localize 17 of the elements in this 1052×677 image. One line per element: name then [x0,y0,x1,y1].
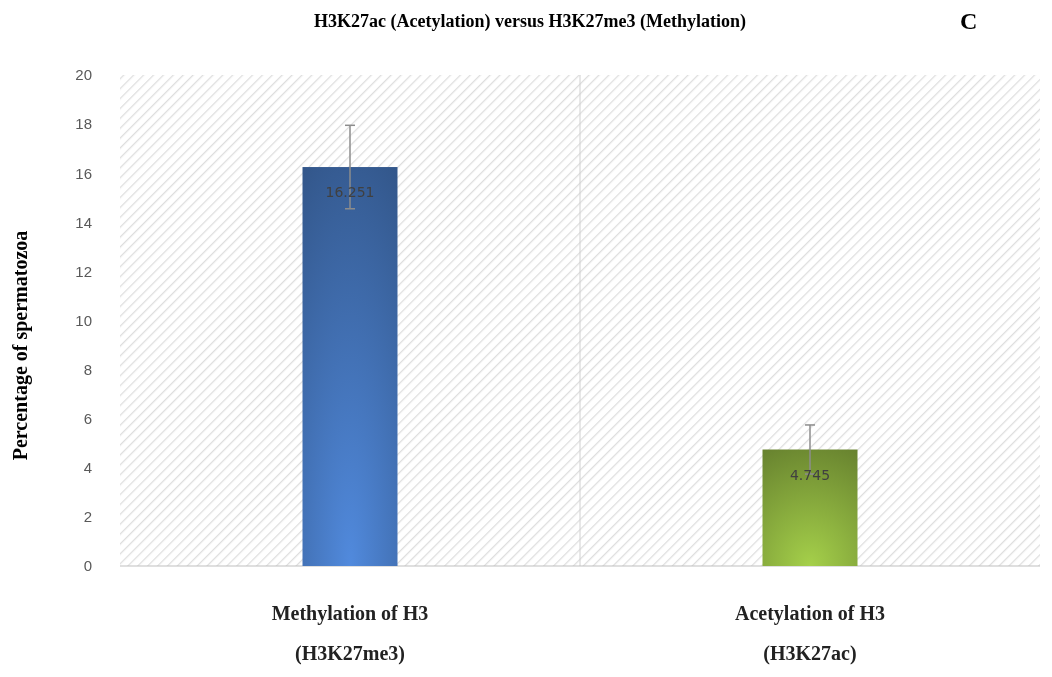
y-tick-label: 2 [83,508,92,526]
text: C [960,8,978,34]
y-tick-label: 0 [83,557,92,575]
x-tick-label: Acetylation of H3 (H3K27ac) [735,602,885,665]
y-tick-label: 12 [75,262,92,280]
y-axis-title: Percentage of spermatozoa [9,230,32,461]
y-tick-label: 10 [75,311,92,329]
y-tick-label: 20 [75,66,92,84]
data-label: 4.745 [789,466,831,483]
y-tick-label: 14 [75,213,92,231]
y-tick-label: 8 [83,360,92,378]
y-tick-label: 16 [75,164,92,182]
x-tick-label: Methylation of H3 (H3K27me3) [271,602,429,665]
y-tick-label: 18 [75,115,92,133]
y-tick-label: 4 [83,459,92,477]
y-tick-label: 6 [83,410,92,427]
chart-title: H3K27ac (Acetylation) versus H3K27me3 (Methylation) [314,11,746,32]
